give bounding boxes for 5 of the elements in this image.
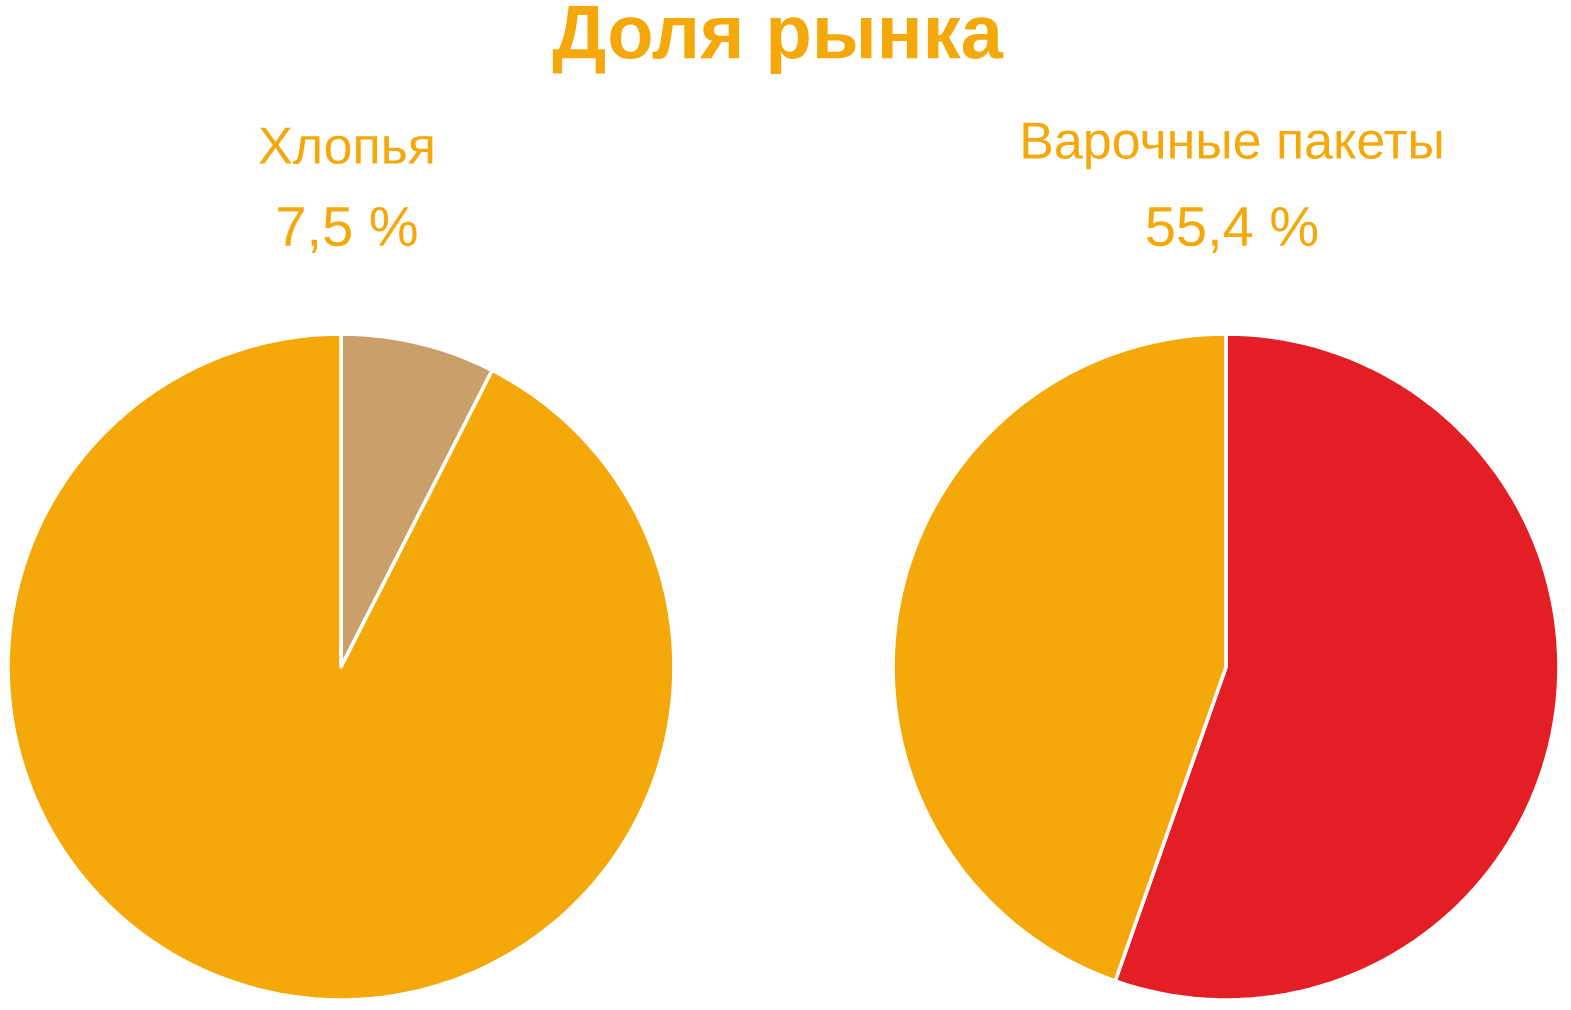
text: Доля рынка [552, 5, 1004, 75]
chart-title: Хлопья [259, 127, 433, 165]
chart-subtitle: 7,5 % [278, 206, 417, 253]
chart-title: Варочные пакеты [1023, 122, 1442, 170]
chart-subtitle: 55,4 % [1147, 206, 1318, 253]
